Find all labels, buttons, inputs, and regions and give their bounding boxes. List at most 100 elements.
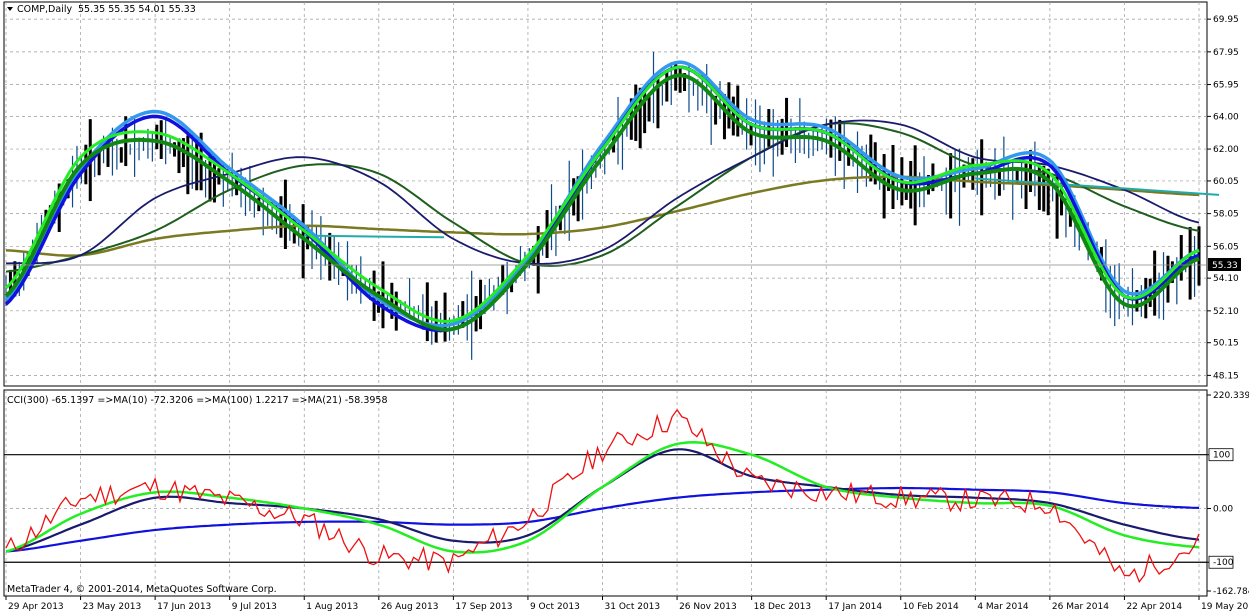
- price-bar-body: [638, 87, 642, 149]
- time-tick-label: 17 Sep 2013: [455, 602, 512, 612]
- price-bar-body: [119, 147, 123, 163]
- price-bar-body: [656, 77, 660, 129]
- price-tick-label: 50.15: [1213, 339, 1239, 349]
- price-bar-body: [829, 119, 833, 158]
- time-tick-label: 23 May 2013: [83, 602, 142, 612]
- price-tick-label: 64.00: [1213, 112, 1239, 122]
- price-tick-label: 48.15: [1213, 371, 1239, 381]
- price-bar-body: [683, 73, 687, 92]
- time-tick-label: 26 Nov 2013: [679, 602, 737, 612]
- price-bar-body: [381, 261, 385, 329]
- price-bar-body: [1055, 175, 1059, 239]
- cci-line: [5, 408, 1200, 584]
- price-bar-body: [212, 155, 216, 203]
- price-bar-body: [301, 204, 305, 279]
- time-tick-label: 4 Mar 2014: [977, 602, 1029, 612]
- price-bar-body: [279, 196, 283, 238]
- price-bar-body: [186, 135, 190, 195]
- price-bar-body: [1042, 165, 1046, 212]
- cci-ma10-line: [5, 441, 1200, 554]
- cci-level-box: [1208, 555, 1234, 569]
- price-panel: [3, 1, 1208, 387]
- cci-tick-label: -162.784: [1213, 587, 1249, 597]
- price-bar-body: [1046, 168, 1050, 216]
- price-bar-body: [1135, 290, 1139, 312]
- price-bar-body: [235, 172, 239, 196]
- time-tick-label: 9 Oct 2013: [530, 602, 580, 612]
- price-tick-label: 69.95: [1213, 15, 1239, 25]
- cci-lines: [5, 408, 1200, 584]
- time-tick-label: 26 Aug 2013: [381, 602, 439, 612]
- price-tick-label: 54.10: [1213, 274, 1239, 284]
- time-tick-label: 19 May 2014: [1201, 602, 1249, 612]
- price-bar-body: [785, 97, 789, 148]
- current-price-label: 55.33: [1212, 261, 1238, 271]
- ma-darkfast-line: [4, 73, 1200, 332]
- current-price-box: [1208, 258, 1241, 271]
- price-bar-body: [749, 123, 753, 146]
- cci-axis: 220.339 100 0.00 -100 -162.784: [1207, 391, 1249, 597]
- time-tick-label: 10 Feb 2014: [903, 602, 959, 612]
- price-bar-body: [536, 226, 540, 294]
- time-tick-label: 29 Apr 2013: [8, 602, 64, 612]
- ma-fast-line: [4, 65, 1200, 323]
- price-bar-body: [159, 120, 163, 159]
- ma-teal-line: [303, 177, 1220, 239]
- time-tick-label: 17 Jun 2013: [157, 602, 211, 612]
- price-bar-body: [1015, 168, 1019, 184]
- ohlc-values: 55.35 55.35 54.01 55.33: [78, 4, 196, 15]
- price-tick-label: 56.05: [1213, 242, 1239, 252]
- price-bar-body: [926, 175, 930, 195]
- price-bar-body: [97, 148, 101, 176]
- price-bar-body: [647, 94, 651, 122]
- time-tick-label: 31 Oct 2013: [605, 602, 661, 612]
- cci-tick-label: 100: [1213, 451, 1230, 461]
- price-bar-body: [195, 139, 199, 191]
- copyright-text: MetaTrader 4, © 2001-2014, MetaQuotes So…: [7, 584, 277, 595]
- time-axis: 29 Apr 2013 23 May 2013 17 Jun 2013 9 Jul 2…: [5, 596, 1249, 612]
- price-bar-body: [980, 139, 984, 216]
- price-bar-body: [501, 264, 505, 295]
- price-bar-body: [1179, 235, 1183, 281]
- cci-ma100-line: [5, 486, 1200, 553]
- price-bar-body: [887, 173, 891, 191]
- price-bar-body: [714, 95, 718, 125]
- price-tick-label: 52.10: [1213, 307, 1239, 317]
- time-tick-label: 9 Jul 2013: [232, 602, 277, 612]
- price-tick-label: 58.05: [1213, 210, 1239, 220]
- ma-olive-line: [5, 175, 1200, 257]
- price-bar-body: [1144, 278, 1148, 319]
- time-tick-label: 26 Mar 2014: [1052, 602, 1109, 612]
- price-bar-body: [155, 124, 159, 150]
- price-bar-body: [576, 176, 580, 222]
- price-axis: 69.95 67.95 65.95 64.00 62.00 60.05 58.05 56.05…: [1207, 15, 1239, 381]
- price-bar-body: [390, 282, 394, 319]
- time-tick-label: 1 Aug 2013: [306, 602, 358, 612]
- price-bar-body: [106, 136, 110, 167]
- price-tick-label: 60.05: [1213, 177, 1239, 187]
- symbol-header: COMP,Daily 55.35 55.35 54.01 55.33: [7, 4, 196, 15]
- time-tick-label: 22 Apr 2014: [1126, 602, 1182, 612]
- price-bar-body: [678, 68, 682, 93]
- price-bar-body: [731, 96, 735, 136]
- price-bar-body: [1068, 208, 1072, 227]
- time-tick-label: 18 Dec 2013: [754, 602, 812, 612]
- cci-tick-label: -100: [1213, 558, 1234, 568]
- price-tick-label: 67.95: [1213, 48, 1239, 58]
- price-bar-body: [643, 85, 647, 134]
- time-tick-label: 17 Jan 2014: [828, 602, 882, 612]
- price-bar-body: [949, 153, 953, 219]
- price-bar-body: [443, 292, 447, 342]
- dropdown-triangle-icon[interactable]: [7, 7, 13, 11]
- cci-tick-label: 0.00: [1213, 504, 1233, 514]
- symbol-label: COMP,Daily: [17, 4, 72, 15]
- price-bar-body: [461, 301, 465, 328]
- indicator-header: CCI(300) -65.1397 =>MA(10) -72.3206 =>MA…: [7, 395, 388, 406]
- price-tick-label: 62.00: [1213, 145, 1239, 155]
- price-bar-body: [1024, 163, 1028, 210]
- price-bar-body: [1037, 166, 1041, 210]
- cci-tick-label: 220.339: [1213, 391, 1249, 401]
- price-tick-label: 65.95: [1213, 81, 1239, 91]
- price-bar-body: [173, 142, 177, 157]
